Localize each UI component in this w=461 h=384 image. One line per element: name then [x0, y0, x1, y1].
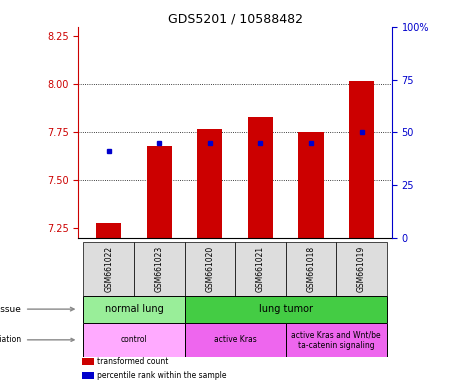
Text: active Kras: active Kras [214, 335, 256, 344]
Text: GSM661022: GSM661022 [104, 246, 113, 292]
Bar [286, 242, 336, 296]
Text: normal lung: normal lung [105, 304, 163, 314]
Bar [184, 242, 235, 296]
Text: GSM661021: GSM661021 [256, 246, 265, 292]
Bar [197, 129, 223, 238]
Bar [235, 242, 286, 296]
Bar [184, 296, 387, 323]
Bar [248, 117, 273, 238]
Text: percentile rank within the sample: percentile rank within the sample [97, 371, 227, 380]
Text: tissue: tissue [0, 305, 74, 314]
Bar [349, 81, 374, 238]
Bar [286, 323, 387, 357]
Bar [134, 242, 184, 296]
Bar [96, 223, 121, 238]
Bar [147, 146, 172, 238]
Text: GSM661018: GSM661018 [307, 246, 315, 292]
Text: GSM661019: GSM661019 [357, 246, 366, 292]
Text: active Kras and Wnt/be
ta-catenin signaling: active Kras and Wnt/be ta-catenin signal… [291, 330, 381, 349]
Bar [83, 242, 134, 296]
Bar [336, 242, 387, 296]
Bar [298, 132, 324, 238]
Text: GSM661020: GSM661020 [205, 246, 214, 292]
Bar [83, 296, 184, 323]
Bar [83, 323, 184, 357]
Text: transformed count: transformed count [97, 357, 169, 366]
Text: lung tumor: lung tumor [259, 304, 313, 314]
Bar [184, 323, 286, 357]
Bar [82, 372, 94, 379]
Bar [82, 358, 94, 365]
Text: control: control [121, 335, 148, 344]
Text: genotype/variation: genotype/variation [0, 335, 74, 344]
Text: GSM661023: GSM661023 [155, 246, 164, 292]
Title: GDS5201 / 10588482: GDS5201 / 10588482 [168, 13, 302, 26]
